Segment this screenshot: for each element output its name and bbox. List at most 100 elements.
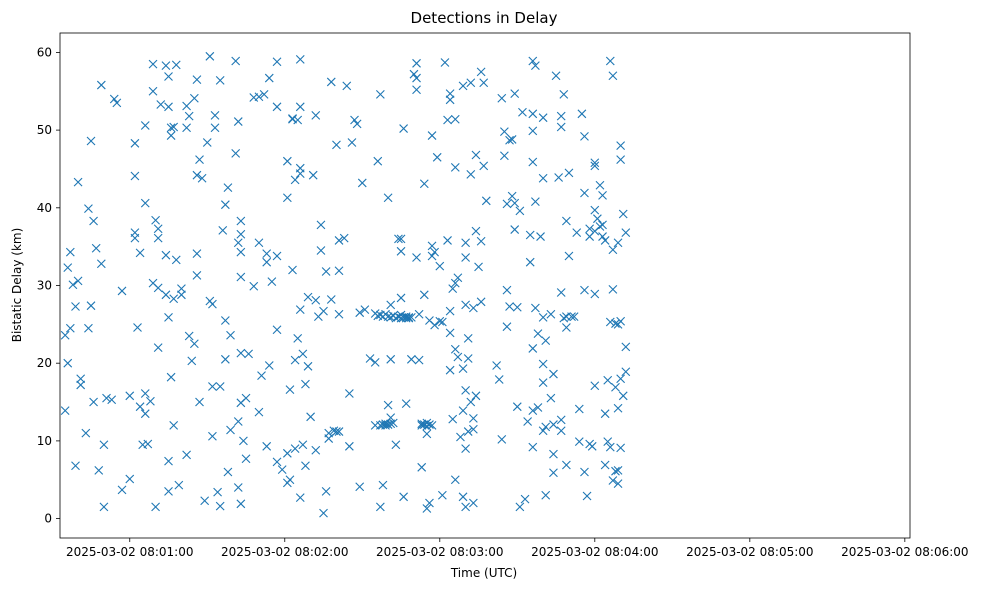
data-point [326, 77, 336, 87]
data-point [324, 434, 334, 443]
data-point [205, 51, 215, 61]
data-point [254, 92, 264, 102]
data-point [396, 293, 406, 303]
x-tick-label: 2025-03-02 08:04:00 [531, 545, 658, 559]
data-point [220, 316, 230, 325]
data-point [479, 161, 489, 171]
data-point [140, 198, 150, 208]
data-point [450, 163, 460, 172]
x-tick-label: 2025-03-02 08:03:00 [376, 545, 503, 559]
data-point [148, 59, 158, 69]
data-point [600, 236, 610, 245]
data-point [461, 444, 471, 454]
data-point [195, 397, 204, 407]
data-point [549, 420, 558, 429]
data-point [334, 266, 344, 276]
data-point [533, 403, 543, 412]
data-point [616, 155, 626, 165]
data-point [272, 102, 282, 112]
data-point [443, 236, 452, 245]
data-point [293, 333, 303, 343]
data-point [184, 111, 194, 121]
data-point [435, 316, 445, 326]
data-point [559, 313, 569, 323]
data-point [461, 502, 471, 512]
data-point [334, 427, 344, 436]
data-point [249, 281, 259, 291]
data-point [556, 288, 566, 297]
plot-area [59, 32, 911, 539]
data-point [598, 190, 607, 200]
data-point [541, 336, 551, 346]
data-point [564, 251, 574, 261]
data-point [381, 420, 390, 430]
data-point [551, 71, 561, 81]
data-point [102, 393, 111, 403]
data-point [339, 233, 349, 243]
data-point [130, 171, 140, 181]
data-point [65, 323, 75, 333]
data-point [319, 508, 328, 518]
data-point [520, 494, 530, 504]
data-point [605, 442, 615, 452]
data-point [135, 402, 145, 412]
data-point [556, 122, 566, 132]
data-point [295, 102, 305, 112]
data-point [466, 397, 476, 407]
data-point [164, 72, 173, 81]
data-point [580, 188, 589, 198]
data-point [603, 437, 613, 447]
data-point [412, 253, 421, 262]
data-point [515, 502, 525, 512]
data-point [350, 115, 359, 125]
data-point [456, 432, 465, 442]
data-point [386, 413, 396, 422]
x-tick-label: 2025-03-02 08:05:00 [686, 545, 813, 559]
data-point [422, 504, 432, 513]
data-point [499, 151, 509, 161]
data-point [264, 73, 274, 83]
data-point [613, 238, 623, 248]
data-point [210, 110, 220, 120]
data-point [215, 76, 225, 85]
data-point [226, 425, 235, 435]
data-point [616, 141, 626, 151]
data-point [458, 492, 468, 502]
data-point [177, 284, 186, 293]
data-point [406, 354, 416, 364]
x-tick-label: 2025-03-02 08:02:00 [221, 545, 348, 559]
data-point [512, 302, 522, 312]
y-tick-label: 60 [37, 45, 52, 59]
data-point [272, 57, 282, 67]
data-point [461, 253, 471, 262]
data-point [215, 382, 225, 391]
data-point [290, 355, 300, 365]
data-point [65, 247, 75, 257]
data-point [396, 246, 406, 256]
data-point [595, 222, 605, 231]
data-point [355, 308, 365, 318]
data-point [332, 140, 341, 150]
data-point [177, 290, 186, 300]
data-point [231, 56, 241, 66]
data-point [549, 369, 558, 379]
data-point [450, 278, 460, 288]
data-point [471, 226, 481, 236]
data-point [585, 224, 595, 234]
data-point [580, 467, 589, 477]
x-tick-label: 2025-03-02 08:06:00 [841, 545, 968, 559]
data-point [166, 123, 176, 133]
data-point [430, 247, 440, 257]
data-point [355, 482, 365, 492]
y-tick-label: 0 [44, 512, 52, 526]
data-point [580, 285, 589, 295]
data-point [383, 420, 393, 429]
data-point [231, 149, 241, 158]
data-point [151, 215, 160, 225]
data-point [233, 238, 243, 248]
data-point [549, 468, 558, 478]
data-point [295, 55, 305, 64]
data-point [290, 444, 300, 454]
data-point [404, 313, 414, 323]
